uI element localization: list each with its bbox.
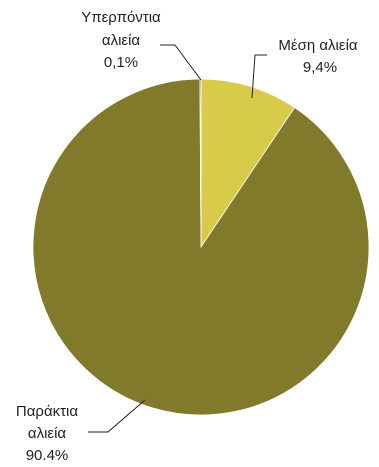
slice-label-coastal: Παράκτια αλιεία 90.4%	[16, 403, 78, 462]
leader-line-deep-sea	[160, 45, 201, 80]
pie-slices	[33, 79, 369, 415]
leader-line-coastal	[88, 400, 145, 432]
slice-label-line: Παράκτια	[16, 403, 78, 420]
slice-label-line: αλιεία	[28, 425, 67, 442]
slice-value-label: 90.4%	[26, 447, 69, 462]
slice-label-line: αλιεία	[102, 32, 141, 49]
slice-label-mid-water: Μέση αλιεία 9,4%	[278, 37, 357, 76]
slice-value-label: 9,4%	[303, 59, 337, 76]
slice-value-label: 0,1%	[104, 54, 138, 71]
slice-label-deep-sea: Υπερπόντια αλιεία 0,1%	[81, 9, 161, 71]
slice-label-line: Μέση αλιεία	[278, 37, 357, 54]
slice-label-line: Υπερπόντια	[81, 9, 161, 26]
